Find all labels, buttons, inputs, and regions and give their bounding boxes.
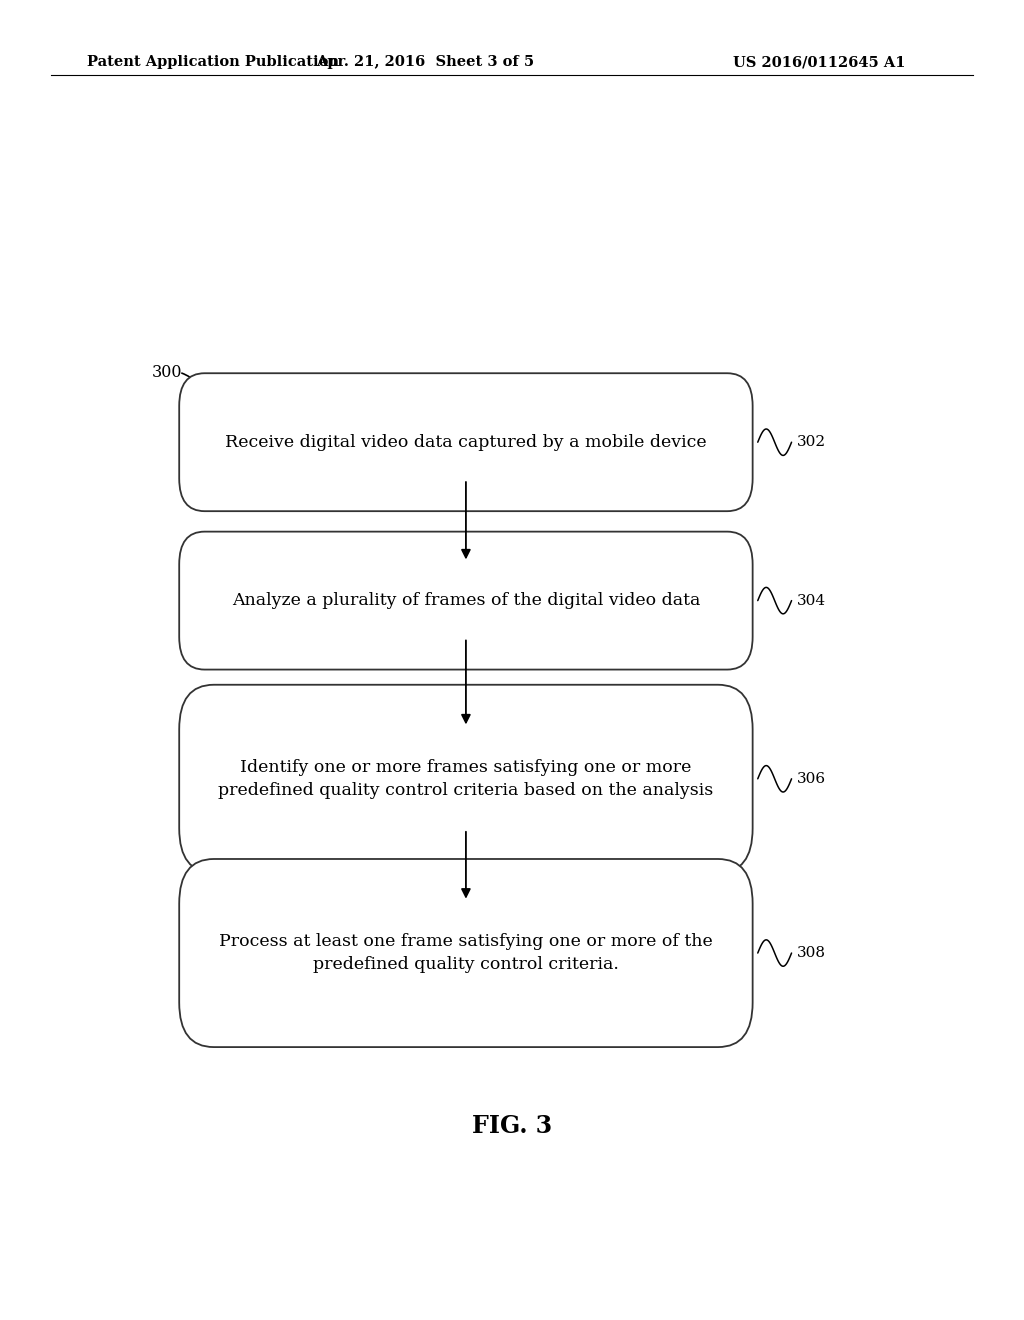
Text: 302: 302 xyxy=(797,436,825,449)
Text: Analyze a plurality of frames of the digital video data: Analyze a plurality of frames of the dig… xyxy=(231,593,700,609)
Text: 304: 304 xyxy=(797,594,825,607)
FancyBboxPatch shape xyxy=(179,374,753,511)
FancyBboxPatch shape xyxy=(179,532,753,669)
Text: Patent Application Publication: Patent Application Publication xyxy=(87,55,339,69)
Text: FIG. 3: FIG. 3 xyxy=(472,1114,552,1138)
FancyBboxPatch shape xyxy=(179,859,753,1047)
FancyBboxPatch shape xyxy=(179,685,753,873)
Text: 308: 308 xyxy=(797,946,825,960)
Text: US 2016/0112645 A1: US 2016/0112645 A1 xyxy=(733,55,905,69)
Text: 306: 306 xyxy=(797,772,825,785)
Text: Identify one or more frames satisfying one or more
predefined quality control cr: Identify one or more frames satisfying o… xyxy=(218,759,714,799)
Text: 300: 300 xyxy=(152,364,182,380)
Text: Receive digital video data captured by a mobile device: Receive digital video data captured by a… xyxy=(225,434,707,450)
Text: Process at least one frame satisfying one or more of the
predefined quality cont: Process at least one frame satisfying on… xyxy=(219,933,713,973)
Text: Apr. 21, 2016  Sheet 3 of 5: Apr. 21, 2016 Sheet 3 of 5 xyxy=(315,55,535,69)
